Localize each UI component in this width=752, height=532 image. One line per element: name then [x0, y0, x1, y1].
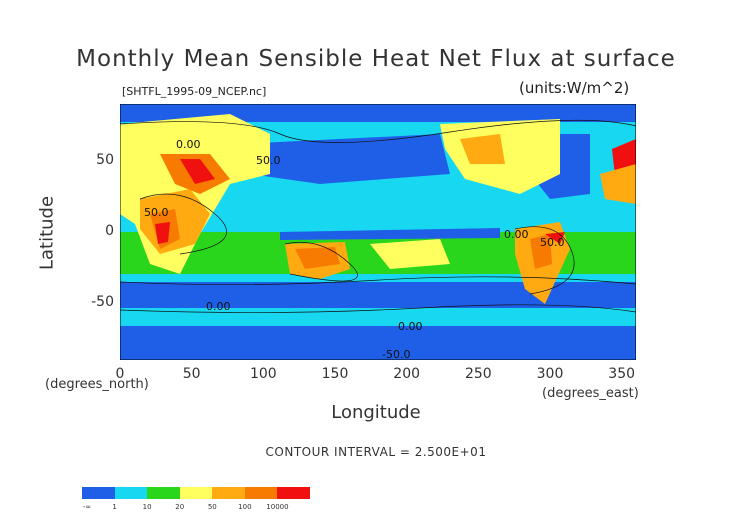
arabia-max: [180, 159, 215, 184]
y-tick-label: 50: [96, 151, 114, 168]
heat-flux-map: 0.00 50.0 0.00 50.0 50.0 0.00 0.00 -50.0: [119, 103, 637, 361]
arctic-band: [120, 104, 636, 122]
equatorial-pacific-strip: [280, 228, 500, 240]
y-tick-label: -50: [91, 294, 114, 311]
contour-value-label: 50.0: [144, 206, 169, 219]
southern-ocean-band: [120, 282, 636, 308]
colorbar-tick-label: 100: [238, 503, 252, 511]
contour-value-label: -50.0: [382, 348, 410, 360]
x-tick-label: 50: [182, 366, 201, 382]
antarctic-band: [120, 326, 636, 360]
colorbar-tick-label: 50: [207, 503, 217, 511]
contour-value-label: 0.00: [206, 300, 231, 313]
contour-value-label: 0.00: [504, 228, 529, 241]
contour-line: [139, 193, 227, 255]
colorbar-swatch: [82, 487, 115, 499]
colorbar-tick-label: 10: [142, 503, 152, 511]
colorbar-tick-label: 20: [175, 503, 185, 511]
source-file-label: [SHTFL_1995-09_NCEP.nc]: [122, 85, 267, 98]
contour-value-label: 0.00: [398, 320, 423, 333]
east-edge-hot: [600, 164, 636, 204]
colorbar-tick-label: 1: [112, 503, 117, 511]
colorbar-tick-label: -∞: [82, 503, 92, 511]
contour-line: [284, 241, 358, 282]
north-america-hot: [460, 134, 505, 164]
colorbar-swatch: [244, 487, 278, 499]
south-africa-max: [155, 222, 170, 244]
colorbar-swatch: [277, 487, 311, 499]
x-tick-label: 0: [115, 366, 125, 382]
x-tick-label: 250: [464, 366, 492, 382]
colorbar-tick-label: 10000: [266, 503, 289, 511]
contour-interval-label: CONTOUR INTERVAL = 2.500E+01: [265, 445, 487, 459]
x-tick-label: 300: [536, 366, 564, 382]
y-axis-label: Latitude: [36, 195, 58, 271]
south-america-hotter: [530, 234, 552, 269]
contour-value-label: 50.0: [256, 154, 281, 167]
colorbar-swatch: [147, 487, 180, 499]
plot-area: 0.00 50.0 0.00 50.0 50.0 0.00 0.00 -50.0: [119, 103, 637, 364]
colorbar: [82, 487, 311, 499]
contour-value-label: 50.0: [540, 236, 565, 249]
contour-line: [119, 119, 637, 143]
colorbar-swatch: [212, 487, 245, 499]
australia-hotter: [295, 247, 340, 269]
x-axis-label: Longitude: [331, 402, 421, 423]
contour-line: [514, 226, 575, 295]
contour-value-label: 0.00: [176, 138, 201, 151]
units-label: (units:W/m^2): [519, 79, 630, 97]
x-unit-note: (degrees_east): [542, 386, 639, 401]
north-pacific-cold-region: [240, 134, 450, 184]
colorbar-swatch: [114, 487, 148, 499]
x-tick-label: 350: [608, 366, 636, 382]
colorbar-swatch: [179, 487, 213, 499]
y-tick-label: 0: [105, 223, 114, 239]
south-pacific-warm-patch: [370, 239, 450, 269]
x-tick-label: 100: [249, 366, 277, 382]
contour-line: [119, 304, 637, 313]
contour-line: [119, 276, 637, 285]
chart-title: Monthly Mean Sensible Heat Net Flux at s…: [76, 46, 676, 72]
x-tick-label: 150: [321, 366, 349, 382]
y-unit-note: (degrees_north): [45, 377, 149, 392]
south-america-max: [545, 232, 565, 244]
x-tick-label: 200: [393, 366, 421, 382]
